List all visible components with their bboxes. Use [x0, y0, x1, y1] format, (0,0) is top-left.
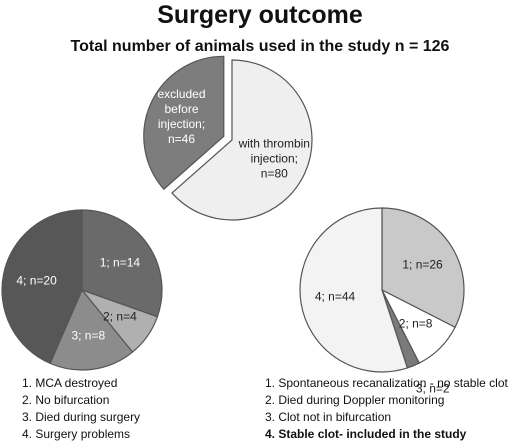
pie-slice	[81, 209, 163, 318]
slice-label: 4; n=44	[314, 289, 356, 304]
legend-entry: 3. Clot not in bifurcation	[265, 410, 392, 424]
legend-entry: 4. Surgery problems	[22, 427, 131, 441]
pie-slice	[49, 288, 134, 371]
legend-entry: 2. No bifurcation	[22, 393, 110, 407]
pie-slice	[299, 207, 409, 373]
legend-entry: 1. MCA destroyed	[22, 376, 118, 390]
slice-label: 2; n=8	[398, 316, 433, 331]
pie-slice	[171, 59, 313, 221]
legend-entry: 3. Died during surgery	[22, 410, 141, 424]
slice-label: 3; n=8	[71, 328, 106, 343]
legend-entry: 2. Died during Doppler monitoring	[265, 393, 445, 407]
pie-slice	[143, 55, 225, 191]
slice-label: 2; n=4	[103, 309, 137, 324]
subtitle: Total number of animals used in the stud…	[70, 38, 450, 55]
pie-slice	[381, 207, 465, 329]
slice-label: 3; n=2	[415, 381, 450, 396]
legend-entry: 4. Stable clot- included in the study	[265, 427, 467, 441]
pie-slice	[1, 209, 83, 365]
slice-label: with thrombin injection; n=80	[238, 136, 310, 181]
slice-label: 1; n=26	[402, 257, 443, 272]
title: Surgery outcome	[157, 1, 363, 29]
slice-label: 1; n=14	[99, 255, 141, 270]
legend-entry: 1. Spontaneous recanalization - no stabl…	[265, 376, 508, 390]
slice-label: excluded before injection; n=46	[157, 87, 206, 147]
slice-label: 4; n=20	[16, 273, 57, 288]
